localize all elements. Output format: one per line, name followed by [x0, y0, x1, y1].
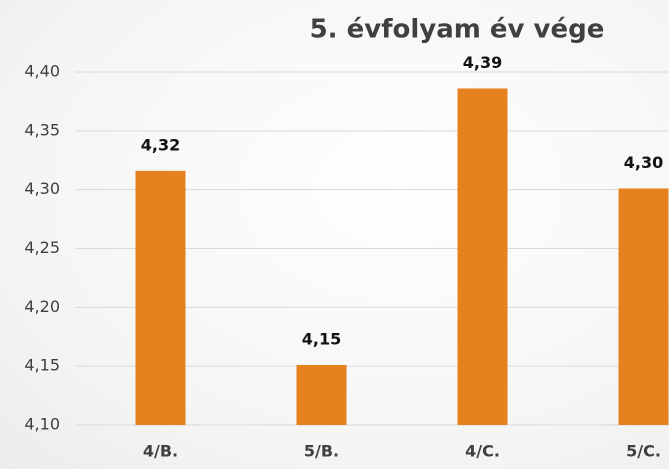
bar: [135, 170, 186, 425]
y-tick-label: 4,35: [24, 120, 60, 139]
bar: [296, 364, 347, 425]
value-label: 4,32: [141, 135, 180, 154]
y-tick-label: 4,20: [24, 297, 60, 316]
value-label: 4,30: [624, 153, 663, 172]
chart-title: 5. évfolyam év vége: [310, 15, 605, 45]
value-label: 4,39: [463, 53, 502, 72]
y-tick-label: 4,15: [24, 356, 60, 375]
y-tick-label: 4,30: [24, 179, 60, 198]
y-tick-label: 4,25: [24, 238, 60, 257]
x-tick-label: 4/C.: [465, 442, 500, 461]
x-tick-label: 5/C.: [626, 442, 661, 461]
y-tick-label: 4,10: [24, 415, 60, 434]
bar: [457, 88, 508, 426]
value-label: 4,15: [302, 329, 341, 348]
y-tick-label: 4,40: [24, 62, 60, 81]
bar: [618, 188, 669, 425]
x-tick-label: 5/B.: [304, 442, 339, 461]
x-tick-label: 4/B.: [143, 442, 178, 461]
